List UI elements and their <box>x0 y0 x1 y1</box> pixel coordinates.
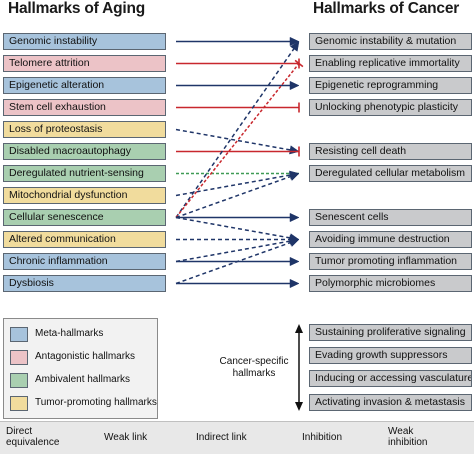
link-loss-of-proteostasis-to-resisting-cell-death <box>175 128 293 152</box>
link-loss-of-proteostasis-to-resisting-cell-death-arrowhead <box>289 145 300 155</box>
cancer-title: Hallmarks of Cancer <box>313 0 460 17</box>
cancer-specific-hallmark-activating-invasion-metastasis: Activating invasion & metastasis <box>309 394 472 411</box>
link-mitochondrial-dysfunction-to-deregulated-cellular-metabolism <box>175 173 293 197</box>
legend-label-antag: Antagonistic hallmarks <box>35 351 136 362</box>
aging-hallmark-cellular-senescence: Cellular senescence <box>3 209 166 226</box>
legend-weak-label: Weak link <box>104 432 148 443</box>
legend-label-meta: Meta-hallmarks <box>35 328 104 339</box>
link-cellular-senescence-to-avoiding-immune-destruction <box>175 216 293 240</box>
legend-weak-inhibition-label: Weak inhibition <box>388 426 428 448</box>
legend-direct-label: Direct equivalence <box>6 426 60 448</box>
cancer-hallmark-enabling-replicative-immortality: Enabling replicative immortality <box>309 55 472 72</box>
legend-swatch-ambi <box>10 373 28 388</box>
cancer-specific-hallmark-evading-growth-suppressors: Evading growth suppressors <box>309 347 472 364</box>
legend-label-ambi: Ambivalent hallmarks <box>35 374 131 385</box>
cancer-specific-span-arrowhead-top <box>295 324 303 333</box>
cancer-specific-span-arrowhead-bottom <box>295 402 303 411</box>
legend-inhibition-label: Inhibition <box>302 432 343 443</box>
cancer-specific-hallmark-sustaining-proliferative-signaling: Sustaining proliferative signaling <box>309 324 472 341</box>
legend-swatch-antag <box>10 350 28 365</box>
aging-hallmark-genomic-instability: Genomic instability <box>3 33 166 50</box>
cancer-hallmark-polymorphic-microbiomes: Polymorphic microbiomes <box>309 275 472 292</box>
link-genomic-instability-to-genomic-instability-mutation-arrowhead <box>289 36 300 47</box>
link-cellular-senescence-to-genomic-instability-mutation-arrowhead <box>289 41 300 52</box>
cancer-hallmark-genomic-instability-mutation: Genomic instability & mutation <box>309 33 472 50</box>
link-cellular-senescence-to-senescent-cells-arrowhead <box>289 212 300 223</box>
cancer-hallmark-epigenetic-reprogramming: Epigenetic reprogramming <box>309 77 472 94</box>
legend-swatch-tumor <box>10 396 28 411</box>
cancer-hallmark-resisting-cell-death: Resisting cell death <box>309 143 472 160</box>
legend-indirect-label: Indirect link <box>196 432 247 443</box>
cancer-hallmark-avoiding-immune-destruction: Avoiding immune destruction <box>309 231 472 248</box>
link-cellular-senescence-to-enabling-replicative-immortality-bar <box>294 59 304 68</box>
aging-hallmark-chronic-inflammation: Chronic inflammation <box>3 253 166 270</box>
aging-hallmark-mitochondrial-dysfunction: Mitochondrial dysfunction <box>3 187 166 204</box>
link-dysbiosis-to-avoiding-immune-destruction-arrowhead <box>288 238 300 247</box>
link-dysbiosis-to-polymorphic-microbiomes-arrowhead <box>289 278 300 289</box>
link-chronic-inflammation-to-tumor-promoting-inflammation-arrowhead <box>289 256 300 267</box>
link-cellular-senescence-to-enabling-replicative-immortality <box>175 63 300 218</box>
category-legend: Meta-hallmarks Antagonistic hallmarks Ambi… <box>3 318 158 419</box>
aging-hallmark-loss-of-proteostasis: Loss of proteostasis <box>3 121 166 138</box>
aging-hallmark-stem-cell-exhaustion: Stem cell exhaustion <box>3 99 166 116</box>
link-chronic-inflammation-to-avoiding-immune-destruction <box>175 239 293 263</box>
link-dysbiosis-to-avoiding-immune-destruction <box>175 241 293 285</box>
link-cellular-senescence-to-genomic-instability-mutation <box>175 46 296 218</box>
aging-hallmark-telomere-attrition: Telomere attrition <box>3 55 166 72</box>
cancer-hallmark-deregulated-cellular-metabolism: Deregulated cellular metabolism <box>309 165 472 182</box>
legend-label-tumor: Tumor-promoting hallmarks <box>35 397 157 408</box>
link-epigenetic-alteration-to-epigenetic-reprogramming-arrowhead <box>289 80 300 91</box>
aging-hallmark-dysbiosis: Dysbiosis <box>3 275 166 292</box>
aging-hallmark-deregulated-nutrient-sensing: Deregulated nutrient-sensing <box>3 165 166 182</box>
aging-hallmark-altered-communication: Altered communication <box>3 231 166 248</box>
aging-hallmark-epigenetic-alteration: Epigenetic alteration <box>3 77 166 94</box>
link-cellular-senescence-to-deregulated-cellular-metabolism-arrowhead <box>288 172 300 181</box>
cancer-specific-hallmark-inducing-or-accessing-vasculature: Inducing or accessing vasculature <box>309 370 472 387</box>
link-legend: Direct equivalence Weak link Indirect li… <box>0 421 474 454</box>
cancer-hallmark-unlocking-phenotypic-plasticity: Unlocking phenotypic plasticity <box>309 99 472 116</box>
legend-swatch-meta <box>10 327 28 342</box>
cancer-hallmark-senescent-cells: Senescent cells <box>309 209 472 226</box>
aging-title: Hallmarks of Aging <box>8 0 146 17</box>
cancer-specific-label: Cancer-specific hallmarks <box>219 356 289 379</box>
aging-hallmark-disabled-macroautophagy: Disabled macroautophagy <box>3 143 166 160</box>
cancer-hallmark-tumor-promoting-inflammation: Tumor promoting inflammation <box>309 253 472 270</box>
